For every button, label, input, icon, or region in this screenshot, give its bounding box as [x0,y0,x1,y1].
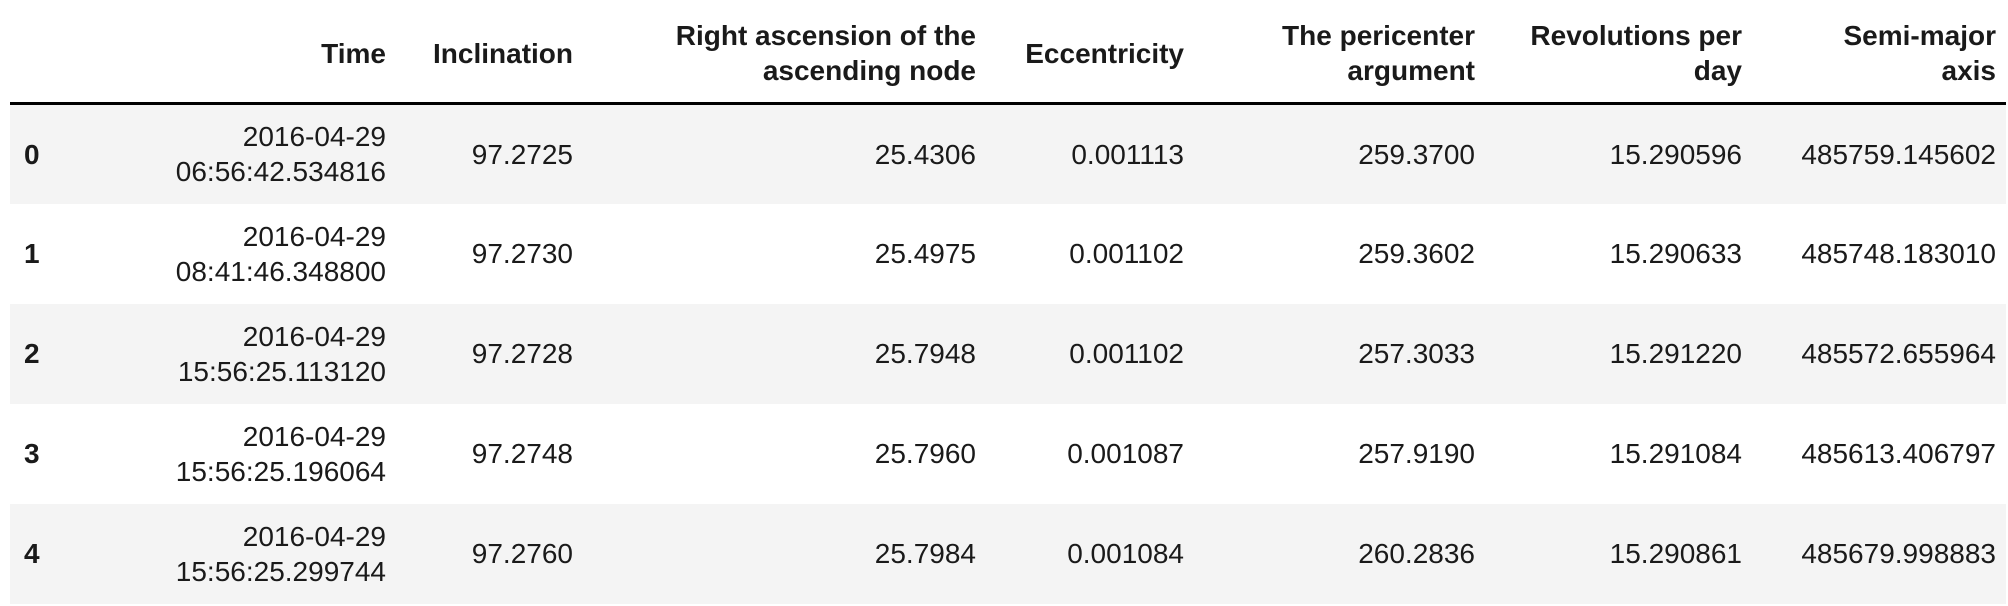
cell-inclination: 97.2725 [471,138,573,170]
column-header-pericenter-argument: The pericenter argument [1194,6,1485,105]
column-header-revolutions-per-day: Revolutions per day [1485,6,1752,105]
cell-revolutions-per-day: 15.290633 [1609,238,1742,269]
header-row: Time Inclination Right ascension of the … [10,6,2006,105]
cell-eccentricity: 0.001102 [1069,338,1184,369]
cell-inclination: 97.2730 [471,238,573,269]
row-index-label: 3 [24,438,40,469]
cell-semi-major-axis: 485759.145602 [1801,138,1996,170]
cell-time: 2016-04-29 06:56:42.534816 [175,121,386,188]
cell-right-ascension: 25.7960 [874,438,976,469]
column-header-inclination: Inclination [396,6,583,105]
row-index-label: 0 [24,138,40,170]
cell-time: 2016-04-29 08:41:46.348800 [175,220,386,287]
row-index-label: 4 [24,538,40,569]
cell-semi-major-axis: 485572.655964 [1801,338,1996,369]
cell-right-ascension: 25.4306 [874,138,976,170]
cell-pericenter-argument: 259.3602 [1358,238,1475,269]
column-header-semi-major-axis: Semi-major axis [1752,6,2006,105]
cell-semi-major-axis: 485748.183010 [1801,238,1996,269]
cell-revolutions-per-day: 15.291220 [1609,338,1742,369]
dataframe-table: Time Inclination Right ascension of the … [10,6,2006,604]
column-header-right-ascension: Right ascension of the ascending node [583,6,986,105]
cell-time: 2016-04-29 15:56:25.113120 [177,320,386,387]
cell-inclination: 97.2760 [471,538,573,569]
cell-pericenter-argument: 259.3700 [1358,138,1475,170]
cell-inclination: 97.2728 [471,338,573,369]
cell-semi-major-axis: 485613.406797 [1801,438,1996,469]
cell-inclination: 97.2748 [471,438,573,469]
row-index-label: 1 [24,238,40,269]
table-row: 0 2016-04-29 06:56:42.534816 97.2725 25.… [10,103,2006,204]
cell-right-ascension: 25.7948 [874,338,976,369]
column-header-eccentricity: Eccentricity [986,6,1194,105]
cell-eccentricity: 0.001084 [1067,538,1184,569]
cell-pericenter-argument: 257.9190 [1358,438,1475,469]
index-corner-header [10,6,60,105]
cell-eccentricity: 0.001113 [1071,138,1184,170]
cell-time: 2016-04-29 15:56:25.196064 [175,420,386,487]
table-row: 3 2016-04-29 15:56:25.196064 97.2748 25.… [10,403,2006,504]
cell-semi-major-axis: 485679.998883 [1801,538,1996,569]
cell-revolutions-per-day: 15.291084 [1609,438,1742,469]
table-row: 1 2016-04-29 08:41:46.348800 97.2730 25.… [10,203,2006,304]
cell-eccentricity: 0.001087 [1067,438,1184,469]
cell-pericenter-argument: 260.2836 [1358,538,1475,569]
table-row: 4 2016-04-29 15:56:25.299744 97.2760 25.… [10,503,2006,604]
cell-eccentricity: 0.001102 [1069,238,1184,269]
cell-time: 2016-04-29 15:56:25.299744 [175,520,386,587]
cell-revolutions-per-day: 15.290861 [1609,538,1742,569]
cell-revolutions-per-day: 15.290596 [1609,138,1742,170]
row-index-label: 2 [24,338,40,369]
column-header-time: Time [60,6,396,105]
table-row: 2 2016-04-29 15:56:25.113120 97.2728 25.… [10,303,2006,404]
cell-right-ascension: 25.7984 [874,538,976,569]
cell-right-ascension: 25.4975 [874,238,976,269]
cell-pericenter-argument: 257.3033 [1358,338,1475,369]
